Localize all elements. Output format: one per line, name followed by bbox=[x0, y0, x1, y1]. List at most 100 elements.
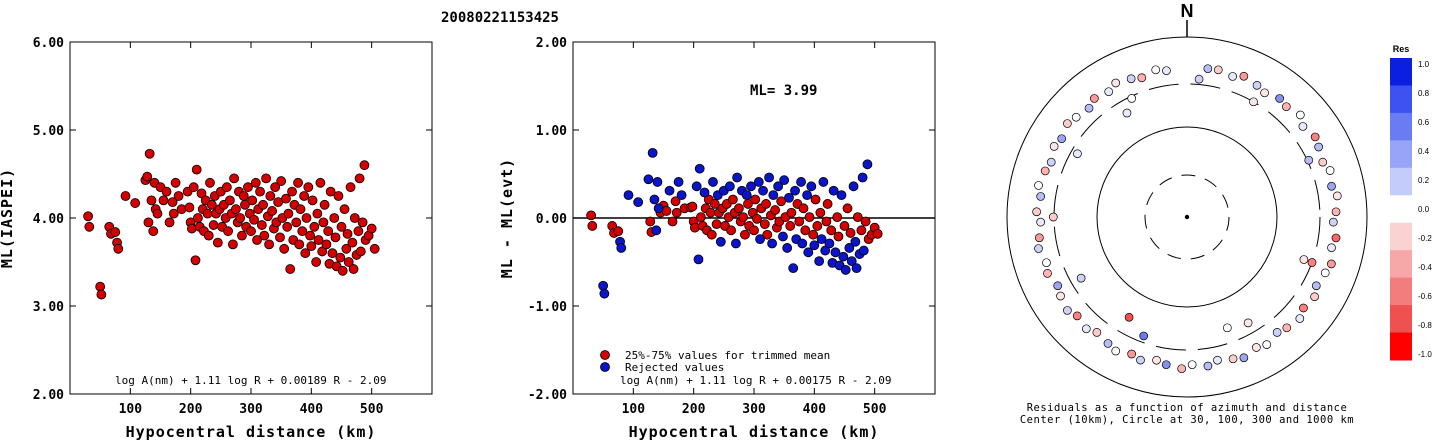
x-tick-label: 500 bbox=[863, 402, 887, 417]
residual-point bbox=[1228, 354, 1238, 364]
data-point bbox=[693, 254, 704, 265]
x-tick-label: 400 bbox=[803, 402, 827, 417]
data-point bbox=[275, 232, 285, 243]
data-point bbox=[709, 199, 720, 209]
residual-point bbox=[1320, 268, 1330, 278]
residual-point bbox=[1213, 65, 1223, 75]
data-point bbox=[806, 181, 817, 192]
data-point bbox=[653, 203, 664, 214]
data-point bbox=[301, 213, 312, 223]
data-point bbox=[297, 226, 308, 237]
residual-point bbox=[1124, 312, 1134, 322]
data-point bbox=[146, 195, 157, 206]
data-point bbox=[327, 248, 338, 259]
data-point bbox=[645, 216, 656, 227]
data-point bbox=[804, 212, 815, 223]
residual-point bbox=[1063, 119, 1072, 128]
data-point bbox=[797, 238, 808, 249]
residual-point bbox=[1152, 355, 1161, 365]
data-point bbox=[193, 213, 203, 223]
data-point bbox=[586, 210, 596, 221]
data-point bbox=[359, 160, 370, 171]
data-point bbox=[696, 212, 706, 223]
y-axis-ticks: 2.00 3.00 4.00 5.00 6.00 bbox=[33, 36, 432, 403]
data-point bbox=[196, 188, 207, 199]
residual-point bbox=[1048, 212, 1058, 222]
data-point bbox=[318, 217, 329, 228]
equation-label: log A(nm) + 1.11 log R + 0.00175 R - 2.0… bbox=[620, 374, 892, 387]
y-axis-label: ML - ML(evt) bbox=[498, 158, 516, 278]
residual-point bbox=[1332, 191, 1342, 201]
residual-point bbox=[1076, 273, 1086, 283]
data-point bbox=[184, 202, 195, 213]
residual-point bbox=[1081, 324, 1091, 334]
data-point bbox=[295, 204, 306, 215]
y-axis-ticks: -2.00 -1.00 0.00 1.00 2.00 bbox=[528, 36, 935, 403]
data-point bbox=[671, 207, 682, 218]
data-point bbox=[247, 195, 258, 206]
data-point bbox=[809, 240, 820, 251]
residual-point bbox=[1161, 360, 1171, 370]
residual-point bbox=[1032, 207, 1041, 217]
data-point bbox=[291, 217, 302, 228]
data-point bbox=[738, 212, 749, 223]
legend-marker-trimmed bbox=[600, 350, 610, 360]
data-points bbox=[83, 148, 380, 300]
data-point bbox=[711, 219, 722, 230]
data-point bbox=[312, 208, 323, 219]
data-point bbox=[261, 173, 271, 184]
data-point bbox=[810, 194, 821, 205]
colorbar-tick-label: 0.0 bbox=[1418, 205, 1430, 214]
residual-point bbox=[1314, 142, 1324, 152]
data-point bbox=[293, 177, 303, 188]
data-point bbox=[281, 193, 291, 204]
residual-point bbox=[1327, 259, 1336, 269]
x-tick-label: 300 bbox=[239, 402, 263, 417]
residual-point bbox=[1036, 192, 1046, 201]
data-point bbox=[808, 229, 819, 240]
data-point bbox=[826, 225, 837, 236]
residual-point bbox=[1282, 323, 1292, 333]
data-point bbox=[369, 243, 380, 254]
data-point bbox=[676, 190, 687, 201]
data-point bbox=[832, 212, 843, 223]
residual-point bbox=[1084, 103, 1094, 113]
x-axis-ticks: 100 200 300 400 500 bbox=[119, 42, 384, 417]
colorbar-tick-label: -0.6 bbox=[1418, 292, 1432, 301]
residual-point bbox=[1262, 340, 1272, 349]
colorbar-blocks bbox=[1390, 58, 1412, 361]
y-tick-label: 5.00 bbox=[33, 124, 64, 139]
data-point bbox=[306, 241, 317, 252]
data-point bbox=[770, 205, 781, 215]
data-point bbox=[858, 245, 869, 256]
data-point bbox=[319, 199, 330, 210]
data-point bbox=[664, 185, 675, 196]
data-point bbox=[265, 191, 276, 201]
data-point bbox=[267, 206, 278, 216]
data-point bbox=[237, 230, 247, 241]
residual-point bbox=[1034, 244, 1043, 253]
data-point bbox=[633, 197, 644, 208]
ring-30km bbox=[1144, 174, 1230, 260]
data-point bbox=[815, 207, 826, 218]
y-tick-label: -2.00 bbox=[528, 388, 567, 403]
residual-point bbox=[1310, 132, 1320, 142]
data-point bbox=[803, 247, 814, 258]
colorbar-tick-label: -0.8 bbox=[1418, 321, 1432, 330]
data-point bbox=[246, 226, 256, 237]
residual-point bbox=[1034, 181, 1043, 190]
data-point bbox=[353, 226, 364, 237]
data-point bbox=[188, 182, 199, 193]
data-point bbox=[354, 173, 365, 184]
y-tick-label: -1.00 bbox=[528, 300, 567, 315]
residual-point bbox=[1327, 243, 1336, 253]
data-point bbox=[206, 199, 217, 210]
colorbar-tick-label: 0.6 bbox=[1418, 118, 1430, 127]
y-tick-label: 2.00 bbox=[536, 36, 567, 51]
residual-point bbox=[1126, 74, 1136, 84]
data-point bbox=[208, 220, 219, 230]
colorbar-block bbox=[1390, 167, 1412, 196]
data-point bbox=[366, 223, 377, 234]
residual-point bbox=[1043, 269, 1052, 278]
data-point bbox=[794, 216, 805, 227]
